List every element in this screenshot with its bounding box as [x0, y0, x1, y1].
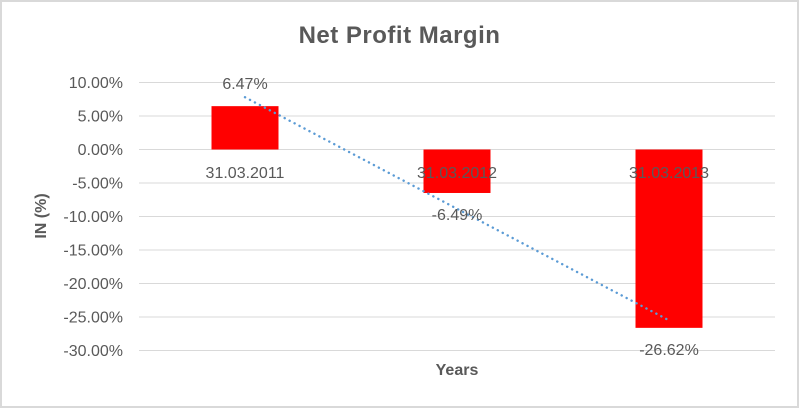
- y-tick-label: -25.00%: [63, 310, 123, 327]
- data-label: 6.47%: [222, 76, 267, 93]
- y-tick-label: -20.00%: [63, 276, 123, 293]
- bar: [635, 149, 703, 328]
- bar: [423, 149, 491, 193]
- data-label: -26.62%: [639, 342, 699, 359]
- category-label: 31.03.2013: [629, 165, 709, 182]
- y-tick-label: -30.00%: [63, 343, 123, 360]
- y-tick-label: 10.00%: [69, 75, 123, 92]
- y-axis-title: IN (%): [33, 193, 50, 239]
- category-label: 31.03.2011: [206, 165, 285, 182]
- category-label: 31.03.2012: [417, 165, 497, 182]
- y-tick-label: 5.00%: [78, 109, 123, 126]
- data-label: -6.49%: [432, 207, 483, 224]
- bar: [211, 106, 279, 150]
- chart-title: Net Profit Margin: [298, 22, 501, 49]
- y-tick-label: -10.00%: [63, 209, 123, 226]
- x-axis-title: Years: [435, 362, 479, 379]
- y-tick-label: 0.00%: [78, 142, 123, 159]
- y-tick-label: -5.00%: [72, 176, 123, 193]
- y-tick-label: -15.00%: [63, 243, 123, 260]
